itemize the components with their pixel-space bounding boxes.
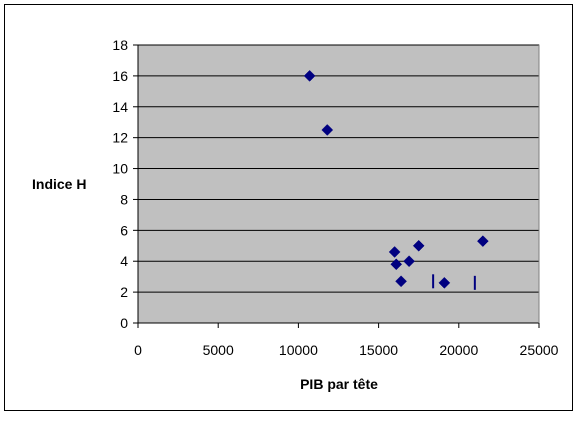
x-tick-label: 5000 [203,342,234,358]
y-axis-label: Indice H [32,176,86,192]
y-tick-label: 16 [112,68,128,84]
data-point [390,258,403,271]
data-point [388,246,401,258]
x-axis-ticks: 0 5000 10000 15000 20000 25000 [134,323,559,358]
x-tick-label: 0 [134,342,142,358]
x-tick-label: 25000 [520,342,559,358]
y-tick-label: 6 [120,222,128,238]
data-point [477,235,489,247]
plot-area [137,44,540,324]
data-point [395,275,407,288]
gridlines [137,44,540,324]
y-tick-label: 8 [120,191,128,207]
data-points [303,70,489,290]
x-tick-label: 15000 [359,342,398,358]
data-point [403,255,415,268]
y-tick-label: 10 [112,161,128,177]
y-axis-ticks: 0 2 4 6 8 10 12 14 16 18 [112,37,138,331]
x-axis-label: PIB par tête [300,376,378,392]
data-point [412,239,425,252]
y-tick-label: 4 [120,253,128,269]
data-point [438,276,451,289]
y-tick-label: 0 [120,315,128,331]
y-tick-label: 18 [112,37,128,53]
x-tick-label: 20000 [439,342,478,358]
y-tick-label: 12 [112,130,128,146]
x-tick-label: 10000 [279,342,318,358]
y-tick-label: 2 [120,284,128,300]
data-point [321,124,334,136]
data-point [303,70,316,82]
y-tick-label: 14 [112,99,128,115]
